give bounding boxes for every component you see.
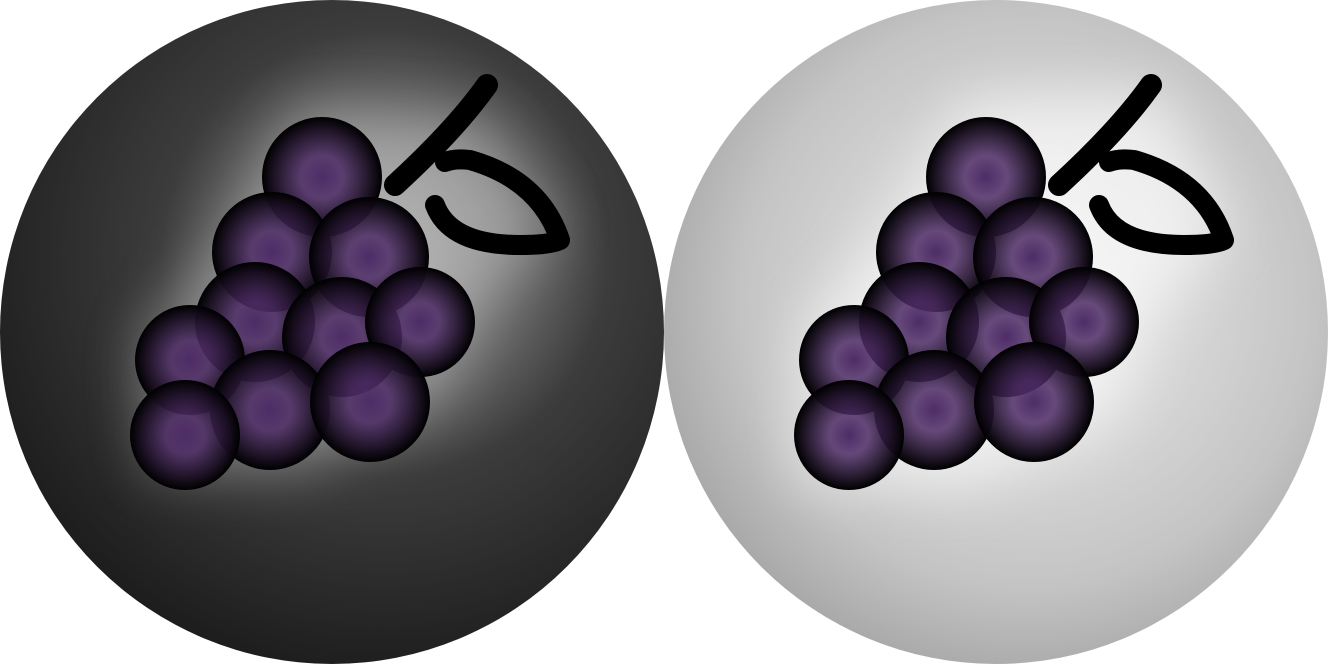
- grapes-icon-light: [664, 0, 1328, 664]
- grapes-icon-dark: [0, 0, 664, 664]
